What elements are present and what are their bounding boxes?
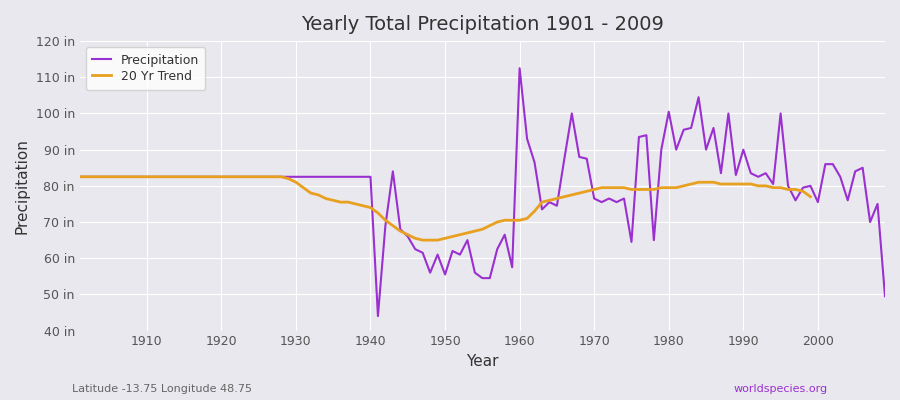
Line: Precipitation: Precipitation xyxy=(80,68,885,316)
20 Yr Trend xyxy=(298,185,309,190)
20 Yr Trend xyxy=(805,194,815,199)
Precipitation xyxy=(134,174,145,179)
Precipitation xyxy=(618,196,629,201)
Y-axis label: Precipitation: Precipitation xyxy=(15,138,30,234)
Precipitation xyxy=(529,160,540,165)
Precipitation xyxy=(514,66,525,71)
Precipitation xyxy=(298,174,309,179)
Precipitation xyxy=(343,174,354,179)
Precipitation xyxy=(879,294,890,299)
Precipitation xyxy=(75,174,86,179)
20 Yr Trend xyxy=(470,229,481,234)
20 Yr Trend xyxy=(268,174,279,179)
20 Yr Trend xyxy=(447,234,458,239)
Title: Yearly Total Precipitation 1901 - 2009: Yearly Total Precipitation 1901 - 2009 xyxy=(301,15,664,34)
Precipitation xyxy=(522,136,533,141)
20 Yr Trend xyxy=(75,174,86,179)
20 Yr Trend xyxy=(418,238,428,242)
Legend: Precipitation, 20 Yr Trend: Precipitation, 20 Yr Trend xyxy=(86,47,205,90)
20 Yr Trend xyxy=(656,185,667,190)
X-axis label: Year: Year xyxy=(466,354,499,369)
Line: 20 Yr Trend: 20 Yr Trend xyxy=(80,177,810,240)
Text: Latitude -13.75 Longitude 48.75: Latitude -13.75 Longitude 48.75 xyxy=(72,384,252,394)
20 Yr Trend xyxy=(246,174,256,179)
Text: worldspecies.org: worldspecies.org xyxy=(734,384,828,394)
Precipitation xyxy=(373,314,383,318)
